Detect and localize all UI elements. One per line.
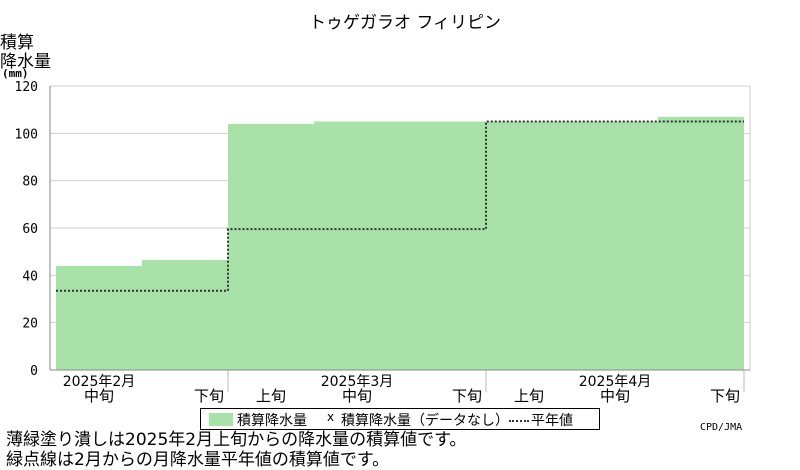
x-tick-period-0: 中旬: [84, 387, 114, 405]
y-tick-label-5: 100: [15, 127, 38, 142]
area-bar-1: [142, 259, 228, 370]
legend: 積算降水量 x 積算降水量（データなし） 平年値: [200, 408, 600, 430]
credit-text: CPD/JMA: [700, 422, 743, 433]
legend-marker-nodata: x: [327, 410, 335, 424]
legend-label-normal: 平年値: [531, 413, 573, 429]
y-tick-label-2: 40: [22, 269, 38, 284]
area-bar-4: [400, 121, 486, 370]
normal-line: [56, 120, 744, 292]
y-tick-labels: 0 20 40 60 80 100 120: [15, 80, 38, 379]
x-tick-period-2: 上旬: [256, 387, 286, 405]
x-tick-period-6: 中旬: [600, 387, 630, 405]
chart-title: トゥゲガラオ フィリピン: [309, 13, 501, 33]
y-axis-label-line2: 降水量: [0, 52, 51, 72]
legend-label-nodata: 積算降水量（データなし）: [341, 413, 509, 429]
y-tick-label-6: 120: [15, 80, 38, 95]
area-bar-7: [658, 116, 744, 371]
legend-swatch-normal: [509, 420, 529, 422]
note-line-2: 緑点線は2月からの月降水量平年値の積算値です。: [6, 450, 390, 470]
area-bar-2: [228, 123, 314, 370]
note-line-1: 薄緑塗り潰しは2025年2月上旬からの降水量の積算値です。: [6, 430, 467, 450]
y-tick-label-0: 0: [30, 364, 38, 379]
legend-swatch-accum: [209, 413, 233, 426]
x-tick-month-3: 2025年3月: [321, 374, 394, 390]
x-tick-period-3: 中旬: [342, 387, 372, 405]
y-tick-label-3: 60: [22, 222, 38, 237]
x-tick-period-7: 下旬: [710, 387, 740, 405]
x-tick-period-5: 上旬: [514, 387, 544, 405]
legend-label-accum: 積算降水量: [237, 413, 307, 429]
y-axis-label-unit: (mm): [2, 67, 29, 80]
accumulated-area: [56, 116, 744, 371]
area-bar-6: [572, 121, 658, 370]
area-bar-3: [314, 121, 400, 370]
x-tick-period-1: 下旬: [194, 387, 224, 405]
x-tick-month-6: 2025年4月: [579, 374, 652, 390]
area-bar-5: [486, 121, 572, 370]
area-bar-0: [56, 265, 142, 370]
normal-step-line: [56, 120, 744, 292]
x-tick-month-0: 2025年2月: [63, 374, 136, 390]
x-tick-period-4: 下旬: [452, 387, 482, 405]
y-tick-label-1: 20: [22, 317, 38, 332]
y-tick-label-4: 80: [22, 175, 38, 190]
y-axis-label-line1: 積算: [0, 33, 34, 53]
